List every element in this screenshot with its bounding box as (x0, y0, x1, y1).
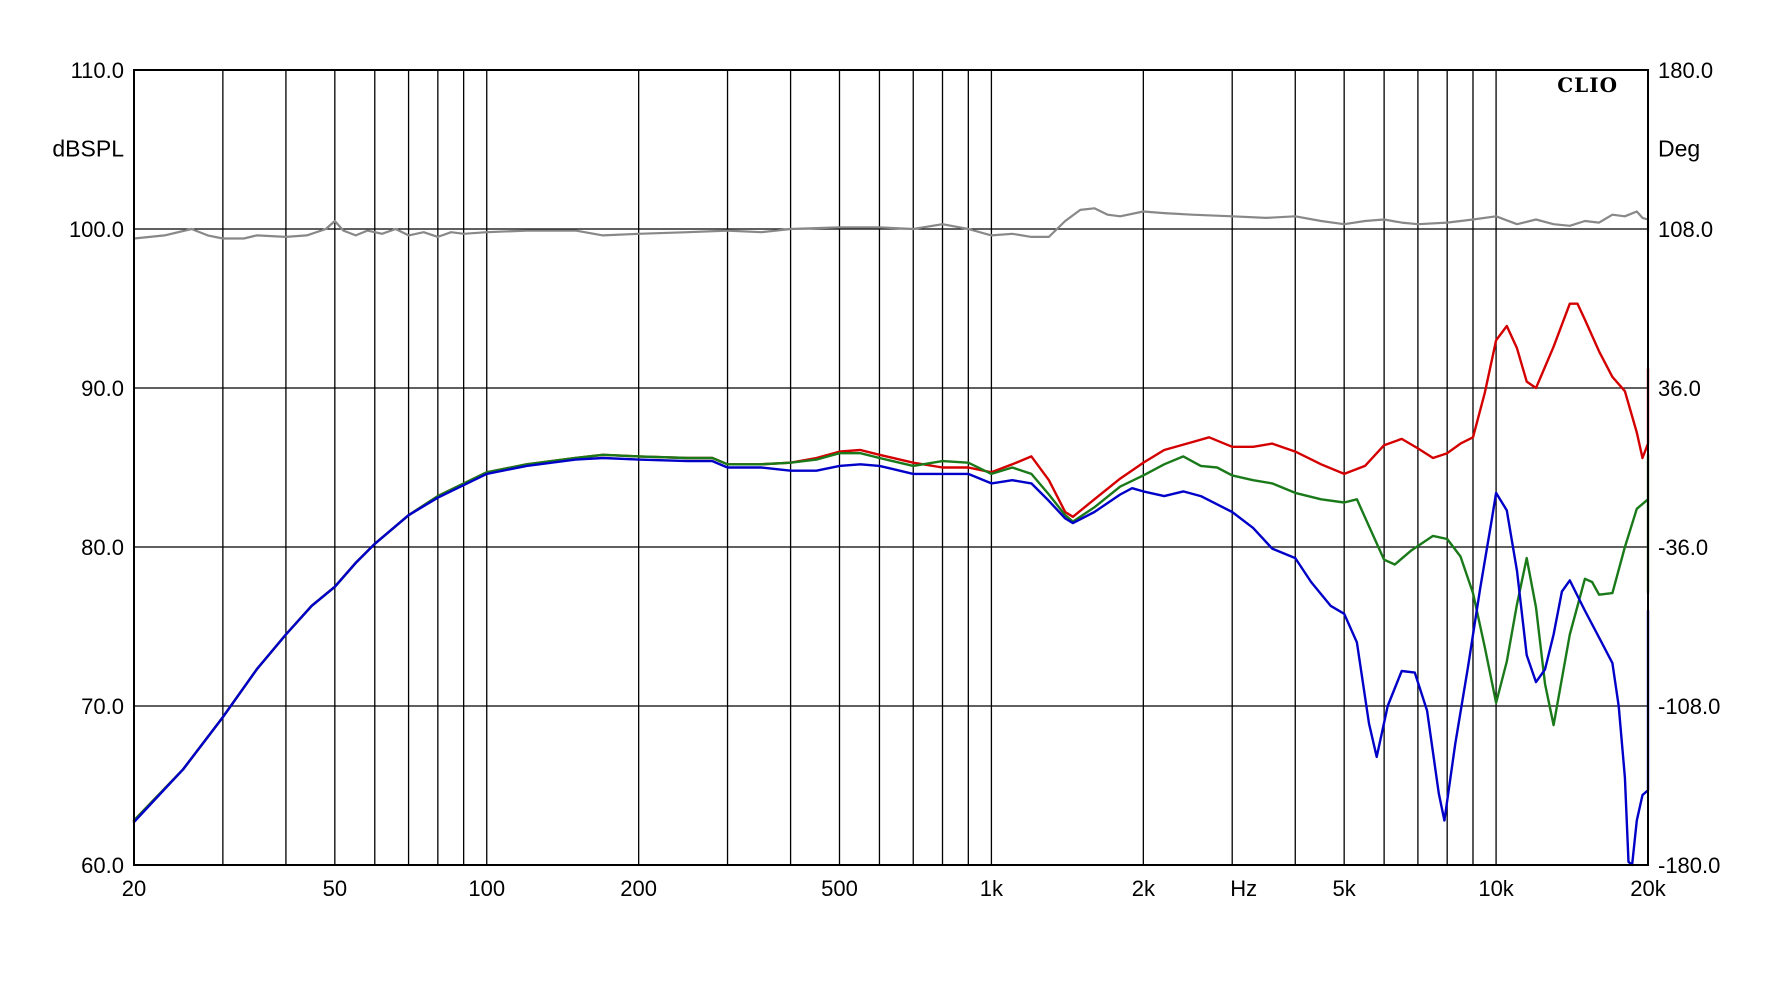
right-y-tick-label: 108.0 (1658, 217, 1713, 242)
vertical-gridlines (133, 70, 1649, 865)
x-tick-label: 2k (1132, 876, 1156, 901)
x-tick-label: 20k (1630, 876, 1666, 901)
left-y-tick-label: 70.0 (81, 694, 124, 719)
right-y-tick-label: 36.0 (1658, 376, 1701, 401)
left-y-tick-label: 90.0 (81, 376, 124, 401)
series-line-4 (132, 456, 1650, 867)
x-tick-label: 100 (468, 876, 505, 901)
x-axis-unit-label: Hz (1230, 876, 1257, 901)
clio-brand-label: CLIO (1557, 73, 1618, 97)
left-y-tick-label: 110.0 (71, 58, 124, 83)
series-line-3 (132, 452, 1650, 822)
right-y-tick-label: 180.0 (1658, 58, 1713, 83)
x-tick-label: 20 (122, 876, 146, 901)
x-tick-label: 50 (323, 876, 347, 901)
left-y-tick-label: 60.0 (81, 853, 124, 878)
data-series (132, 207, 1650, 867)
plot-frame (133, 69, 1649, 866)
right-y-tick-label: -36.0 (1658, 535, 1708, 560)
right-y-axis-label: Deg (1658, 136, 1700, 162)
x-tick-label: 5k (1333, 876, 1357, 901)
x-tick-labels: 20 50 100 200 500 1k 2k 5k 10k 20k (122, 876, 1667, 901)
left-y-tick-labels: 110.0 100.0 90.0 80.0 70.0 60.0 (69, 58, 124, 878)
x-tick-label: 1k (980, 876, 1004, 901)
left-y-tick-label: 100.0 (69, 217, 124, 242)
left-y-axis-label: dBSPL (52, 136, 124, 162)
x-tick-label: 200 (620, 876, 657, 901)
series-line-1 (132, 207, 1650, 240)
left-y-tick-label: 80.0 (81, 535, 124, 560)
right-y-tick-label: -108.0 (1658, 694, 1720, 719)
right-y-tick-labels: 180.0 108.0 36.0 -36.0 -108.0 -180.0 (1658, 58, 1720, 878)
right-y-tick-label: -180.0 (1658, 853, 1720, 878)
x-tick-label: 500 (821, 876, 858, 901)
x-tick-label: 10k (1478, 876, 1514, 901)
